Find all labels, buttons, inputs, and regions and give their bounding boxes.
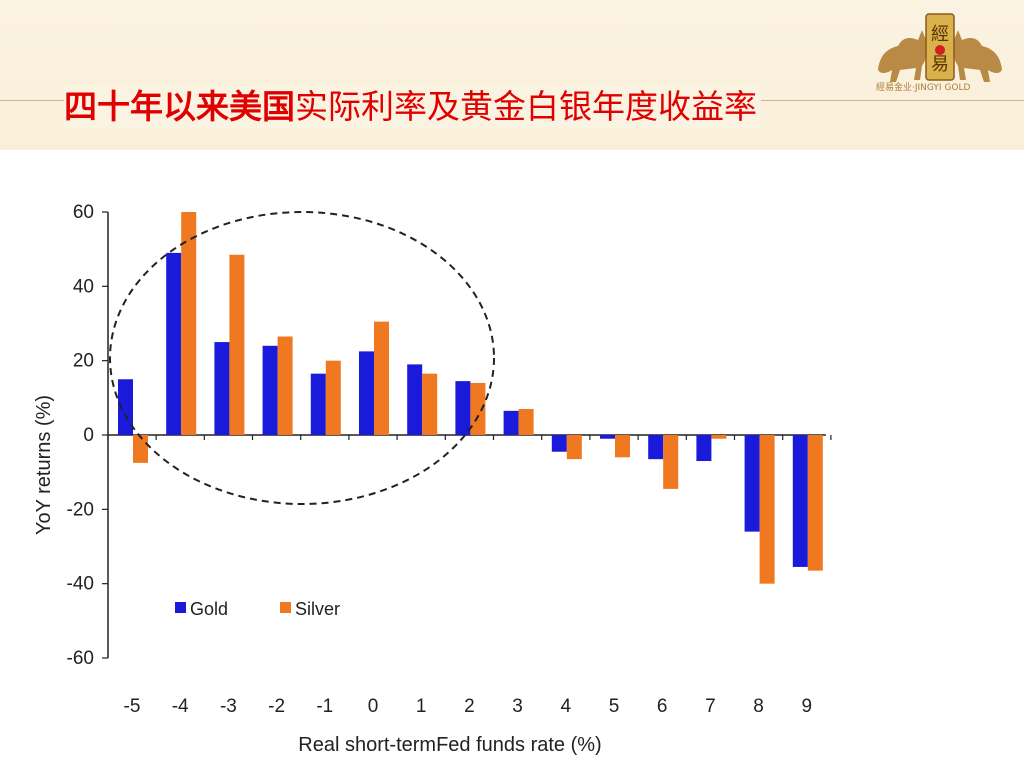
bar-silver-7 [711, 435, 727, 439]
bar-silver-0 [374, 321, 389, 435]
x-tick-label: -5 [124, 696, 141, 717]
page-title: 四十年以来美国实际利率及黄金白银年度收益率 [64, 86, 761, 128]
y-axis-title: YoY returns (%) [33, 395, 55, 535]
page-title-bold: 四十年以来美国 [64, 87, 295, 126]
highlight-ellipse [109, 211, 495, 505]
x-tick-label: 4 [561, 696, 572, 717]
x-tick-label: 6 [657, 696, 668, 717]
bar-silver-9 [807, 435, 823, 571]
bar-silver--1 [325, 360, 341, 435]
bar-gold-8 [744, 435, 760, 532]
bar-gold-4 [551, 435, 567, 452]
logo-text: 經易金业·JINGYI GOLD [876, 83, 971, 93]
x-tick-label: 3 [512, 696, 523, 717]
x-tick-label: 1 [416, 696, 427, 717]
bar-silver--5 [133, 435, 148, 463]
bar-silver--2 [277, 336, 293, 435]
y-tick-label: -60 [67, 648, 94, 669]
y-tick-label: -20 [67, 499, 94, 520]
y-tick-label: 60 [73, 202, 94, 223]
y-tick-label: 0 [83, 425, 94, 446]
bar-gold-2 [455, 381, 471, 435]
x-tick-label: 8 [753, 696, 764, 717]
bar-gold-3 [503, 410, 519, 435]
bar-gold--5 [118, 379, 133, 435]
bar-gold-9 [792, 435, 808, 567]
bar-gold-5 [600, 435, 615, 439]
bar-gold--4 [166, 252, 182, 435]
y-tick-label: 40 [73, 276, 94, 297]
page-title-rest: 实际利率及黄金白银年度收益率 [295, 87, 757, 126]
y-tick-label: 20 [73, 351, 94, 372]
x-axis-title: Real short-termFed funds rate (%) [298, 734, 601, 756]
bar-gold-6 [648, 435, 664, 460]
y-tick-label: -40 [67, 574, 94, 595]
bar-gold-1 [407, 364, 423, 435]
bar-gold-0 [359, 351, 374, 435]
bar-silver--3 [229, 254, 245, 435]
bar-silver-4 [566, 435, 582, 460]
bar-gold--3 [214, 342, 230, 435]
legend-swatch-gold [175, 602, 186, 613]
bar-gold--2 [262, 345, 278, 435]
logo-seal-bottom: 易 [931, 54, 949, 74]
bar-gold-7 [696, 435, 712, 462]
x-tick-label: -4 [172, 696, 189, 717]
bar-gold--1 [310, 373, 326, 435]
legend-label-silver: Silver [295, 599, 340, 619]
bar-silver--4 [181, 212, 197, 435]
bar-silver-5 [615, 435, 630, 458]
bar-silver-3 [518, 408, 534, 435]
x-tick-label: -1 [316, 696, 333, 717]
bull-logo-icon: 經 易 [878, 13, 1002, 82]
legend-swatch-silver [280, 602, 291, 613]
x-tick-label: -2 [268, 696, 285, 717]
bar-silver-6 [663, 435, 679, 489]
bar-silver-2 [470, 382, 486, 435]
x-tick-label: 5 [609, 696, 620, 717]
bar-silver-8 [759, 435, 775, 584]
x-tick-label: -3 [220, 696, 237, 717]
x-tick-label: 2 [464, 696, 475, 717]
x-tick-label: 7 [705, 696, 716, 717]
legend-label-gold: Gold [190, 599, 228, 619]
bar-silver-1 [422, 373, 438, 435]
x-tick-label: 9 [802, 696, 813, 717]
logo-seal-top: 經 [931, 24, 949, 44]
x-tick-label: 0 [368, 696, 379, 717]
